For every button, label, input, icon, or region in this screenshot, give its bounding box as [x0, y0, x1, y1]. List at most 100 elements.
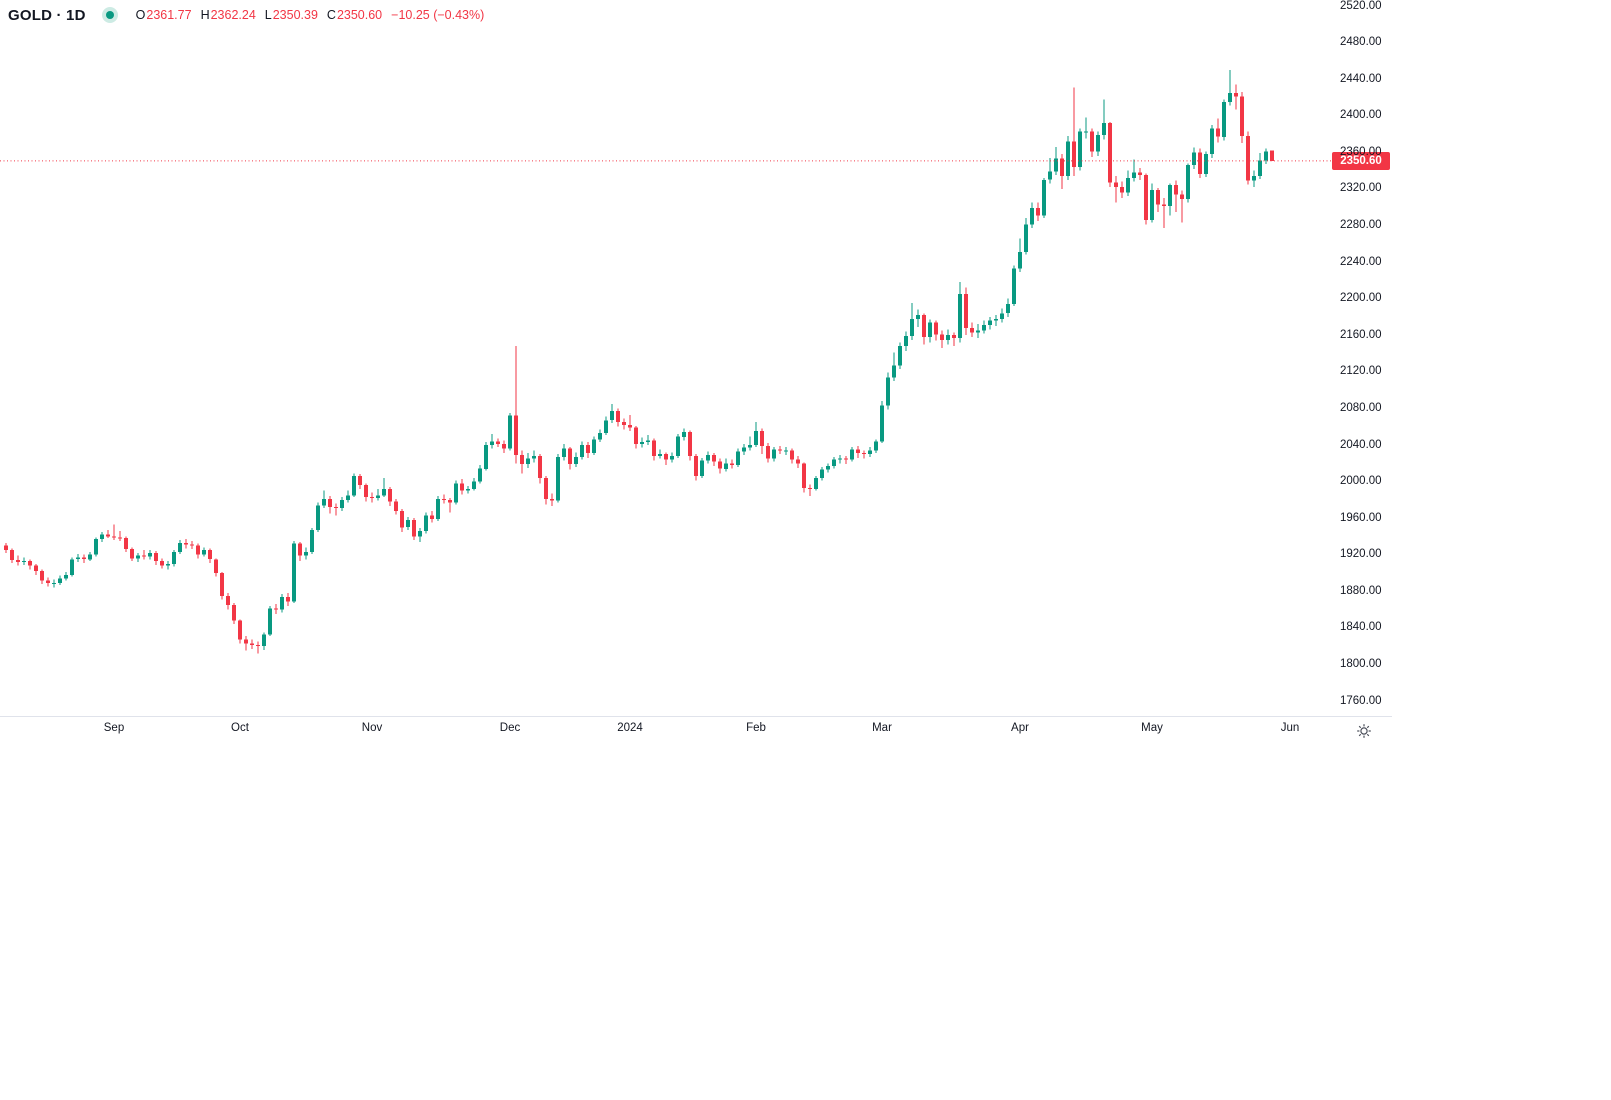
candle [1054, 146, 1058, 176]
price-axis[interactable]: 2350.60 2520.00 2480.00 2440.00 2400.00 2360… [1332, 0, 1392, 716]
candle [298, 541, 302, 562]
candle [952, 332, 956, 347]
axis-settings-gear-icon[interactable] [1354, 721, 1374, 741]
candle [1102, 99, 1106, 140]
candle [76, 553, 80, 562]
candle [892, 352, 896, 381]
candle [196, 543, 200, 559]
candle [778, 445, 782, 455]
candle [190, 541, 194, 550]
candle [88, 552, 92, 562]
candle [808, 484, 812, 497]
time-axis-label: Apr [1011, 722, 1029, 734]
candle [22, 557, 26, 565]
candle [832, 456, 836, 469]
candle [244, 636, 248, 651]
candle [1024, 218, 1028, 255]
candle [592, 436, 596, 455]
candle [124, 536, 128, 552]
candle [862, 450, 866, 459]
candle [886, 372, 890, 410]
candle [796, 455, 800, 468]
candle [1144, 173, 1148, 225]
ohlc-readout: O 2361.77 H 2362.24 L 2350.39 C 2350.60 −10.… [136, 8, 494, 22]
candle [214, 558, 218, 577]
candle [1228, 70, 1232, 106]
candlestick-plot[interactable]: GOLD · 1D O 2361.77 H 2362.24 L 2350.39 C 23… [0, 0, 1332, 716]
candle [280, 594, 284, 613]
candle [346, 490, 350, 503]
candle [100, 531, 104, 542]
candle [580, 441, 584, 460]
candle [10, 548, 14, 563]
candle [436, 496, 440, 521]
candle [262, 632, 266, 650]
candle [562, 444, 566, 461]
candle [1048, 157, 1052, 184]
symbol-title[interactable]: GOLD · 1D [8, 6, 86, 24]
low-label: L [264, 8, 272, 22]
candle [802, 462, 806, 493]
market-status-dot-icon[interactable] [101, 7, 118, 23]
close-value: 2350.60 [336, 8, 383, 22]
candle [484, 442, 488, 471]
candle [706, 451, 710, 464]
candle [508, 413, 512, 451]
low-value: 2350.39 [272, 8, 318, 22]
candle [364, 483, 368, 502]
candle [664, 452, 668, 466]
candle [1168, 183, 1172, 216]
candle [574, 452, 578, 467]
time-axis-label: Mar [872, 722, 892, 734]
candle [880, 401, 884, 444]
candles-canvas[interactable] [0, 0, 1332, 716]
open-value: 2361.77 [146, 8, 192, 22]
price-axis-label: 1760.00 [1340, 694, 1382, 707]
candle [610, 403, 614, 423]
candle [82, 554, 86, 563]
price-axis-label: 1800.00 [1340, 657, 1382, 670]
candle [514, 346, 518, 464]
candle [304, 547, 308, 560]
chart-legend: GOLD · 1D O 2361.77 H 2362.24 L 2350.39 C 23… [8, 4, 493, 26]
candle [568, 446, 572, 470]
candle [394, 498, 398, 515]
time-axis-label: 2024 [617, 722, 643, 734]
candle [994, 315, 998, 327]
candle [964, 287, 968, 336]
price-axis-label: 2120.00 [1340, 365, 1382, 378]
candle [904, 331, 908, 351]
time-axis[interactable]: Sep Oct Nov Dec 2024 Feb Mar Apr May Jun [0, 716, 1392, 745]
candle [1240, 92, 1244, 144]
candle [226, 593, 230, 610]
candle [172, 550, 176, 567]
candle [1258, 153, 1262, 179]
candle [538, 454, 542, 484]
candle [58, 575, 62, 585]
candle [820, 466, 824, 481]
candle [1126, 170, 1130, 197]
price-axis-label: 1920.00 [1340, 548, 1382, 561]
candle [910, 303, 914, 340]
candle [1036, 202, 1040, 221]
candle [1030, 202, 1034, 229]
candle [640, 437, 644, 448]
candle [1192, 147, 1196, 169]
candle [1198, 148, 1202, 178]
price-axis-label: 2040.00 [1340, 438, 1382, 451]
candle [670, 452, 674, 463]
candle [976, 324, 980, 338]
candle [466, 486, 470, 494]
candle [274, 604, 278, 615]
candle [328, 496, 332, 514]
candle [532, 450, 536, 463]
candle [94, 537, 98, 557]
candle [166, 561, 170, 570]
candle [52, 579, 56, 588]
candle [178, 540, 182, 554]
candle [418, 528, 422, 542]
price-axis-label: 2320.00 [1340, 182, 1382, 195]
candle [388, 487, 392, 507]
candle [376, 488, 380, 501]
time-axis-label: Jun [1280, 722, 1300, 734]
